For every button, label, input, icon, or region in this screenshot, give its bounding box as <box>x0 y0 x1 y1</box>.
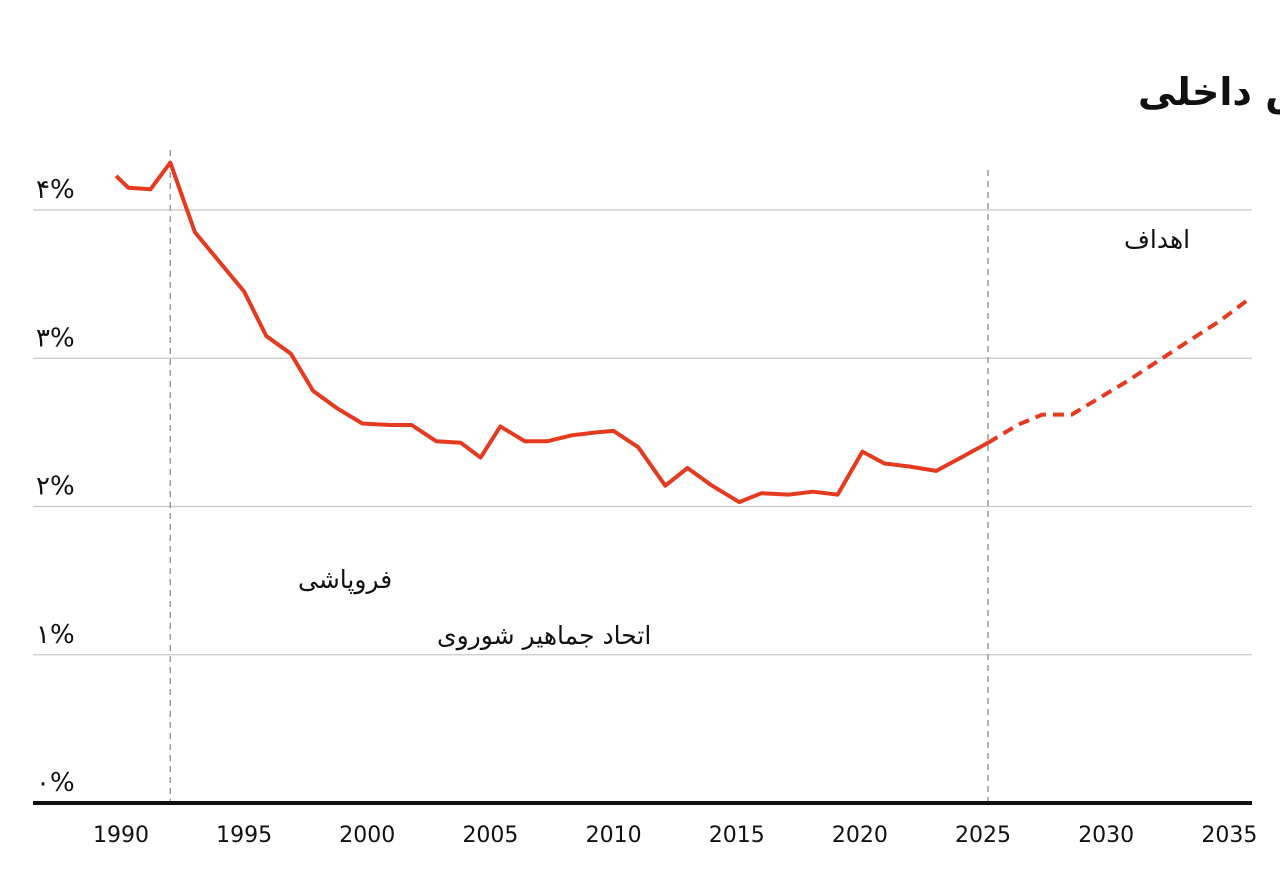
x-tick-label: 2010 <box>586 823 642 848</box>
annotation-text: اتحاد جماهیر شوروی <box>437 621 651 651</box>
chart-title: هزینه‌های دفاعی بریتانیا به‌عنوان درصدی … <box>1138 70 1280 114</box>
x-tick-label: 1995 <box>216 823 272 848</box>
y-tick-label: ۴% <box>36 175 75 205</box>
series-line-actual <box>114 160 989 505</box>
x-tick-label: 2000 <box>339 823 395 848</box>
annotations: فروپاشی اتحاد جماهیر شوروی اهداف <box>298 225 1190 651</box>
axes: ۰% ۱% ۲% ۳% ۴% 1990 1995 2000 2005 2010 2015 2020 20… <box>33 175 1257 848</box>
annotation-text: اهداف <box>1124 225 1190 254</box>
series <box>114 160 1251 505</box>
grid <box>33 209 1252 656</box>
y-tick-label: ۳% <box>36 323 75 353</box>
x-tick-label: 2005 <box>462 823 518 848</box>
x-tick-label: 2035 <box>1201 823 1257 848</box>
reference-lines <box>169 150 989 801</box>
series-line-target <box>986 297 1251 445</box>
y-tick-label: ۱% <box>36 620 75 650</box>
x-tick-label: 2015 <box>709 823 765 848</box>
y-tick-label: ۰% <box>36 768 75 798</box>
y-tick-label: ۲% <box>36 472 75 502</box>
x-tick-label: 2030 <box>1078 823 1134 848</box>
x-tick-label: 2025 <box>955 823 1011 848</box>
x-tick-label: 2020 <box>832 823 888 848</box>
annotation-text: فروپاشی <box>298 565 392 595</box>
x-tick-label: 1990 <box>93 823 149 848</box>
